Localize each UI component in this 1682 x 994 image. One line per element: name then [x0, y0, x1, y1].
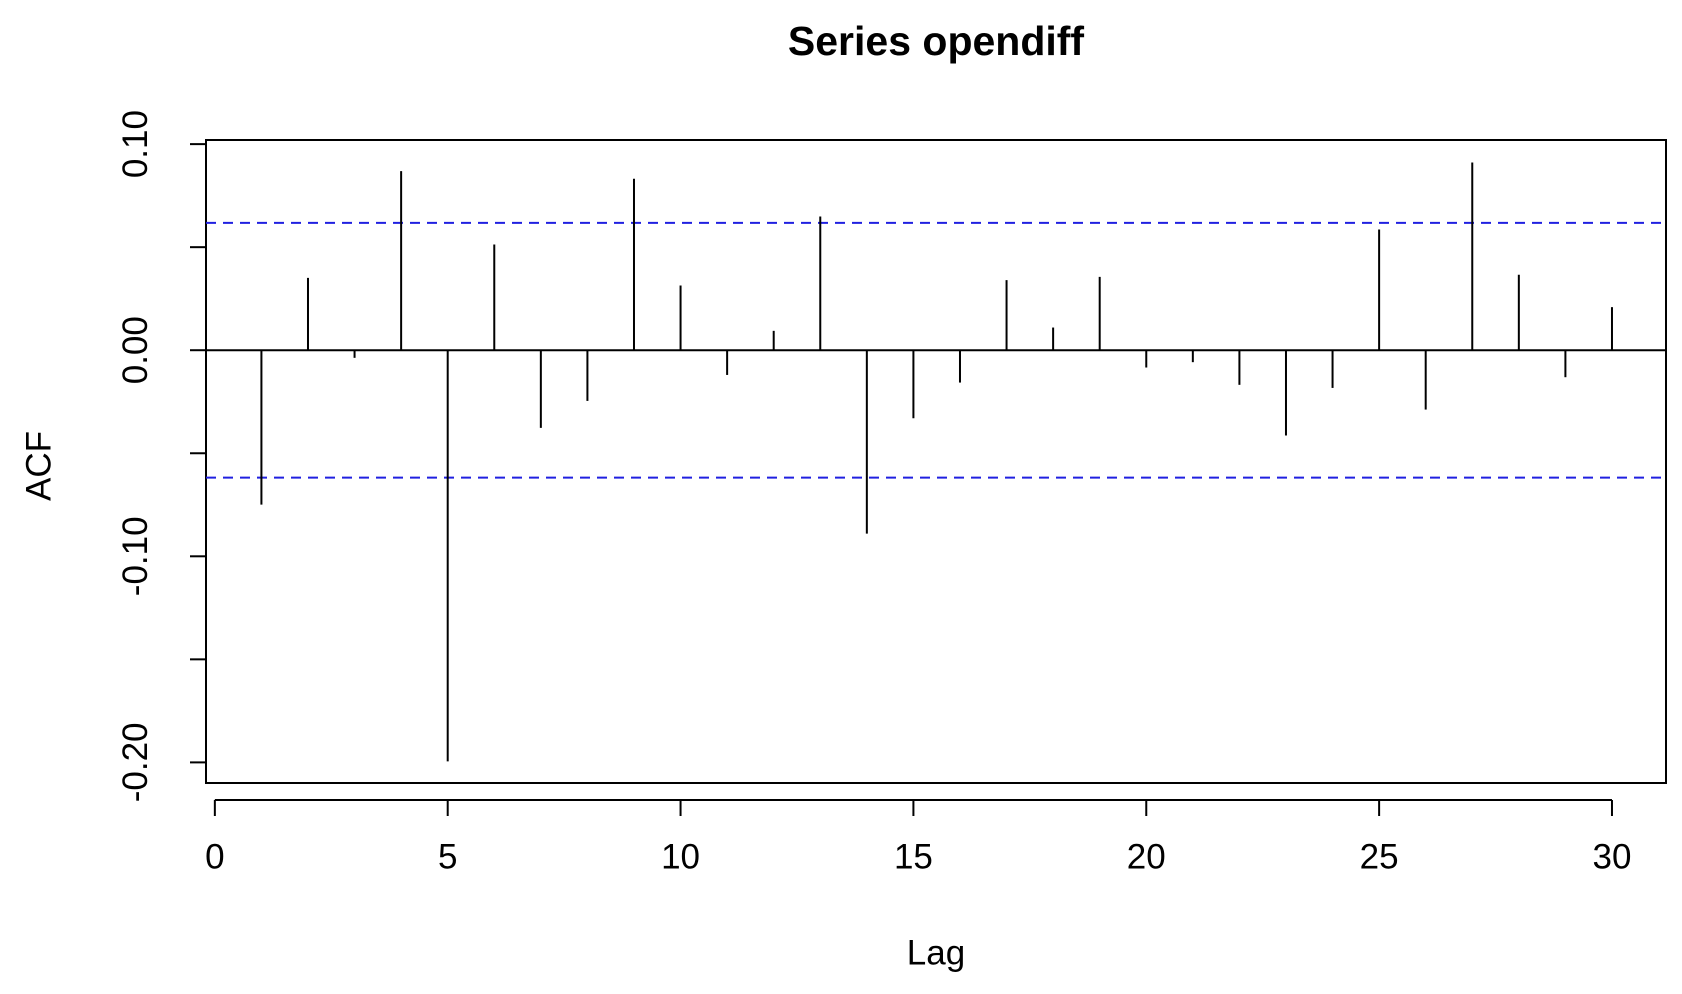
x-tick-label: 5	[438, 837, 457, 876]
x-tick-label: 10	[661, 837, 700, 876]
y-tick-label: -0.10	[116, 516, 155, 596]
chart-title: Series opendiff	[788, 18, 1085, 64]
plot-box	[205, 139, 1667, 784]
y-tick-label: 0.10	[116, 110, 155, 178]
y-tick-label: 0.00	[116, 316, 155, 384]
x-tick-label: 15	[894, 837, 933, 876]
x-tick-label: 0	[205, 837, 224, 876]
x-axis-label: Lag	[907, 933, 965, 972]
x-tick-label: 30	[1593, 837, 1632, 876]
y-tick-label: -0.20	[116, 723, 155, 803]
x-tick-label: 20	[1127, 837, 1166, 876]
y-axis-label: ACF	[19, 431, 58, 501]
x-tick-label: 25	[1360, 837, 1399, 876]
